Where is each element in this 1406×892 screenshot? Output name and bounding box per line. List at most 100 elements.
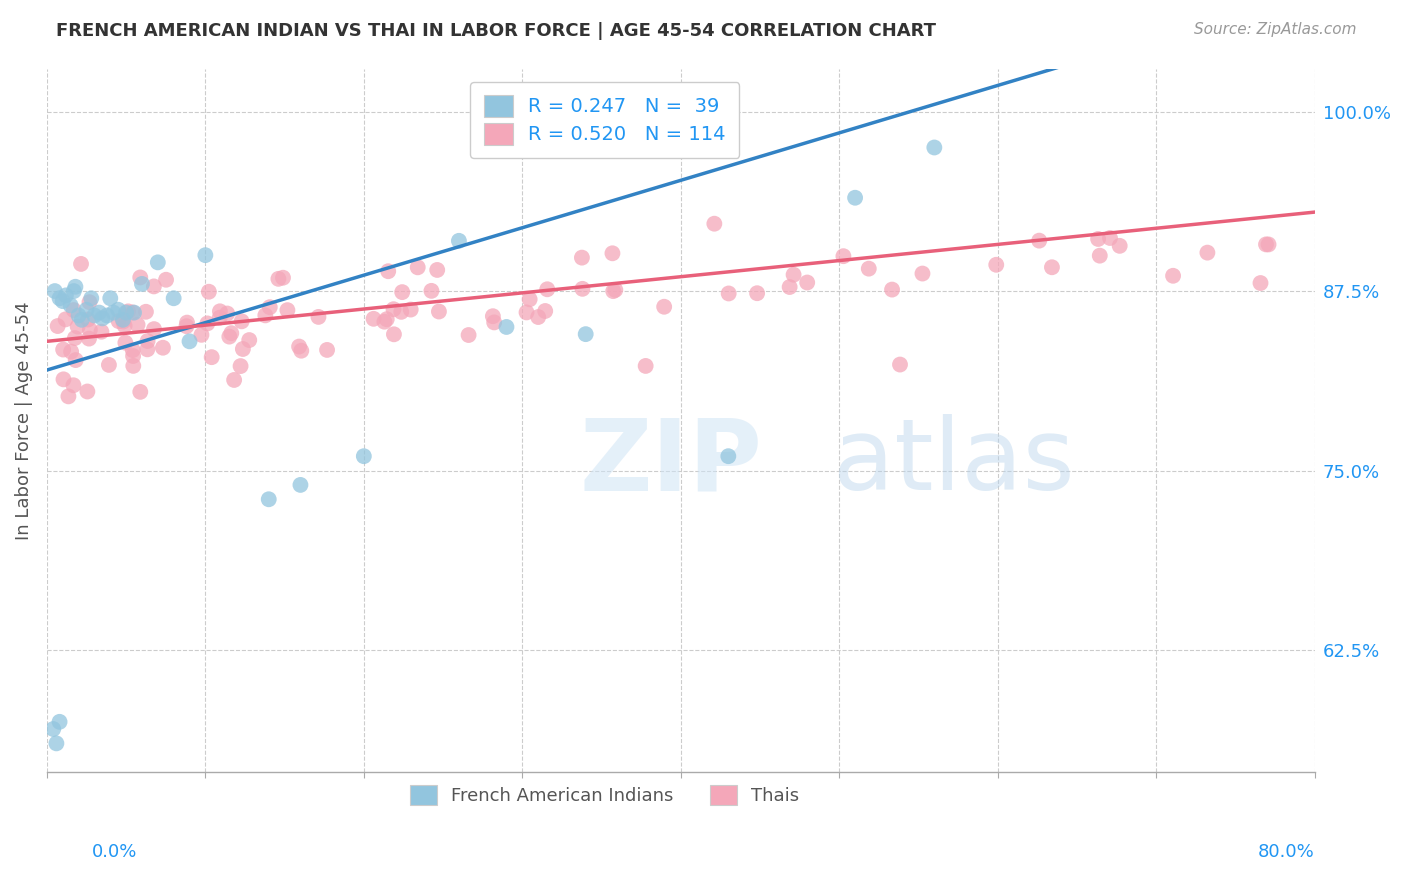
Point (238, 333, 260, 347)
Point (117, 304, 139, 318)
Point (59, 298, 82, 312)
Point (271, 270, 294, 285)
Point (221, 326, 243, 341)
Point (858, 261, 880, 276)
Point (198, 285, 221, 299)
Point (111, 313, 134, 327)
Point (136, 334, 159, 348)
Point (70, 257, 93, 271)
Point (389, 305, 412, 319)
Point (257, 492, 280, 507)
Point (602, 284, 624, 298)
Point (146, 255, 169, 269)
Point (602, 246, 624, 260)
Point (218, 329, 240, 343)
Text: Source: ZipAtlas.com: Source: ZipAtlas.com (1194, 22, 1357, 37)
Point (208, 310, 231, 325)
Point (1108, 239, 1130, 253)
Point (55, 288, 77, 302)
Point (60, 344, 83, 359)
Point (62, 303, 84, 318)
Point (267, 272, 290, 286)
Point (519, 293, 541, 307)
Point (231, 314, 253, 328)
Point (377, 264, 399, 278)
Point (832, 249, 855, 263)
Point (373, 315, 395, 329)
Point (290, 343, 312, 358)
Point (77, 312, 100, 326)
Text: 0.0%: 0.0% (91, 843, 136, 861)
Text: atlas: atlas (832, 414, 1074, 511)
Point (42, 722, 65, 736)
Point (176, 316, 198, 330)
Point (44, 284, 66, 298)
Point (143, 322, 166, 336)
Point (52, 294, 75, 309)
Point (77, 332, 100, 346)
Point (1028, 234, 1050, 248)
Point (63, 331, 86, 345)
Point (1098, 231, 1121, 245)
Point (652, 300, 675, 314)
Point (307, 310, 329, 324)
Point (391, 285, 413, 299)
Point (316, 343, 339, 357)
Point (447, 234, 470, 248)
Point (880, 283, 903, 297)
Point (48, 291, 70, 305)
Point (97, 358, 120, 372)
Point (107, 314, 129, 328)
Point (114, 335, 136, 350)
Point (1040, 260, 1063, 275)
Point (114, 318, 136, 333)
Point (353, 449, 375, 463)
Point (571, 282, 593, 296)
Point (98, 291, 121, 305)
Point (122, 305, 145, 319)
Point (375, 312, 398, 326)
Point (889, 358, 911, 372)
Point (152, 341, 174, 355)
Point (179, 334, 201, 349)
Point (1088, 249, 1111, 263)
Point (217, 306, 239, 320)
Point (911, 267, 934, 281)
Point (65, 279, 87, 293)
Point (46, 319, 69, 334)
Point (76, 384, 98, 399)
Point (65, 353, 87, 368)
Point (194, 248, 217, 262)
Point (779, 280, 801, 294)
Point (201, 350, 224, 364)
Point (52, 372, 75, 386)
Point (52, 343, 75, 357)
Point (844, 191, 866, 205)
Point (79, 295, 101, 310)
Point (276, 303, 298, 318)
Point (62, 378, 84, 392)
Point (1250, 276, 1272, 290)
Point (796, 276, 818, 290)
Point (254, 309, 277, 323)
Point (83, 309, 105, 323)
Point (527, 310, 550, 324)
Point (197, 317, 219, 331)
Point (703, 217, 725, 231)
Point (129, 384, 152, 399)
Point (986, 258, 1008, 272)
Point (382, 327, 405, 342)
Point (121, 305, 143, 319)
Point (382, 302, 405, 317)
Point (122, 359, 145, 373)
Point (89, 305, 111, 319)
Point (90, 325, 112, 339)
Point (571, 251, 593, 265)
Y-axis label: In Labor Force | Age 45-54: In Labor Force | Age 45-54 (15, 301, 32, 540)
Point (70, 313, 93, 327)
Point (79, 323, 101, 337)
Point (163, 291, 186, 305)
Text: FRENCH AMERICAN INDIAN VS THAI IN LABOR FORCE | AGE 45-54 CORRELATION CHART: FRENCH AMERICAN INDIAN VS THAI IN LABOR … (56, 22, 936, 40)
Point (536, 282, 558, 296)
Point (495, 320, 517, 334)
